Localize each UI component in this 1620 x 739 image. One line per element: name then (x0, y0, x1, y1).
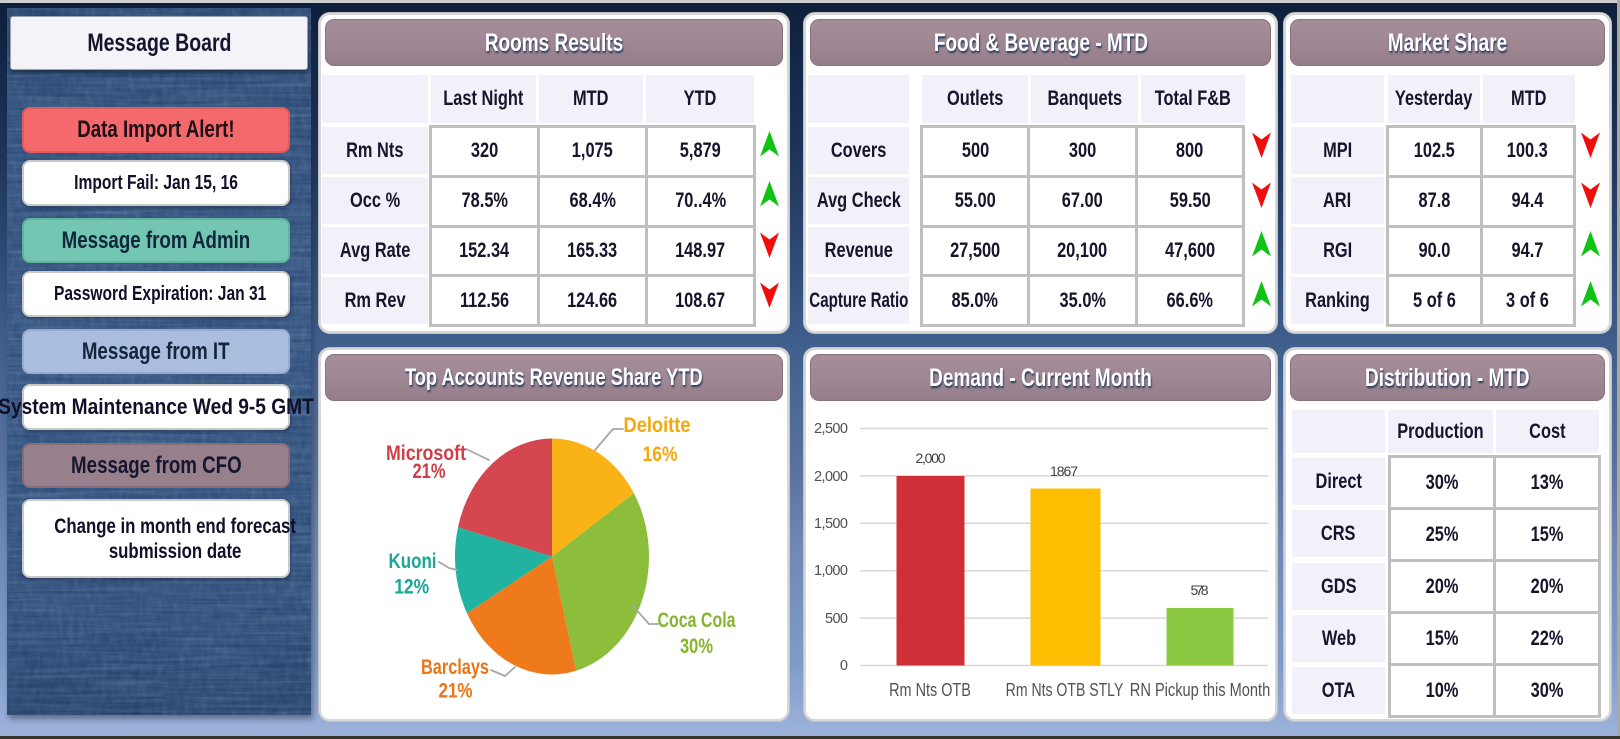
svg-text:21%: 21% (413, 460, 446, 483)
svg-text:1,000: 1,000 (814, 563, 848, 579)
svg-text:2,000: 2,000 (916, 450, 946, 466)
svg-text:Rm Nts OTB: Rm Nts OTB (889, 679, 971, 700)
svg-text:RN Pickup this Month: RN Pickup this Month (1130, 679, 1270, 700)
svg-text:500: 500 (825, 611, 848, 627)
svg-text:Coca Cola: Coca Cola (658, 609, 736, 632)
svg-text:2,000: 2,000 (814, 469, 848, 485)
svg-text:30%: 30% (680, 635, 713, 658)
svg-text:Kuoni: Kuoni (389, 550, 437, 573)
svg-text:12%: 12% (394, 576, 429, 599)
svg-text:0: 0 (840, 658, 848, 674)
svg-text:Deloitte: Deloitte (624, 414, 691, 437)
svg-text:1,500: 1,500 (814, 516, 848, 532)
svg-text:Barclays: Barclays (421, 656, 489, 679)
svg-text:2,500: 2,500 (814, 421, 848, 437)
svg-text:21%: 21% (439, 680, 473, 703)
svg-text:16%: 16% (643, 443, 678, 466)
svg-text:Microsoft: Microsoft (386, 442, 466, 465)
svg-text:Rm Nts OTB STLY: Rm Nts OTB STLY (1006, 680, 1124, 700)
svg-text:1867: 1867 (1050, 463, 1078, 479)
svg-text:578: 578 (1191, 582, 1209, 598)
